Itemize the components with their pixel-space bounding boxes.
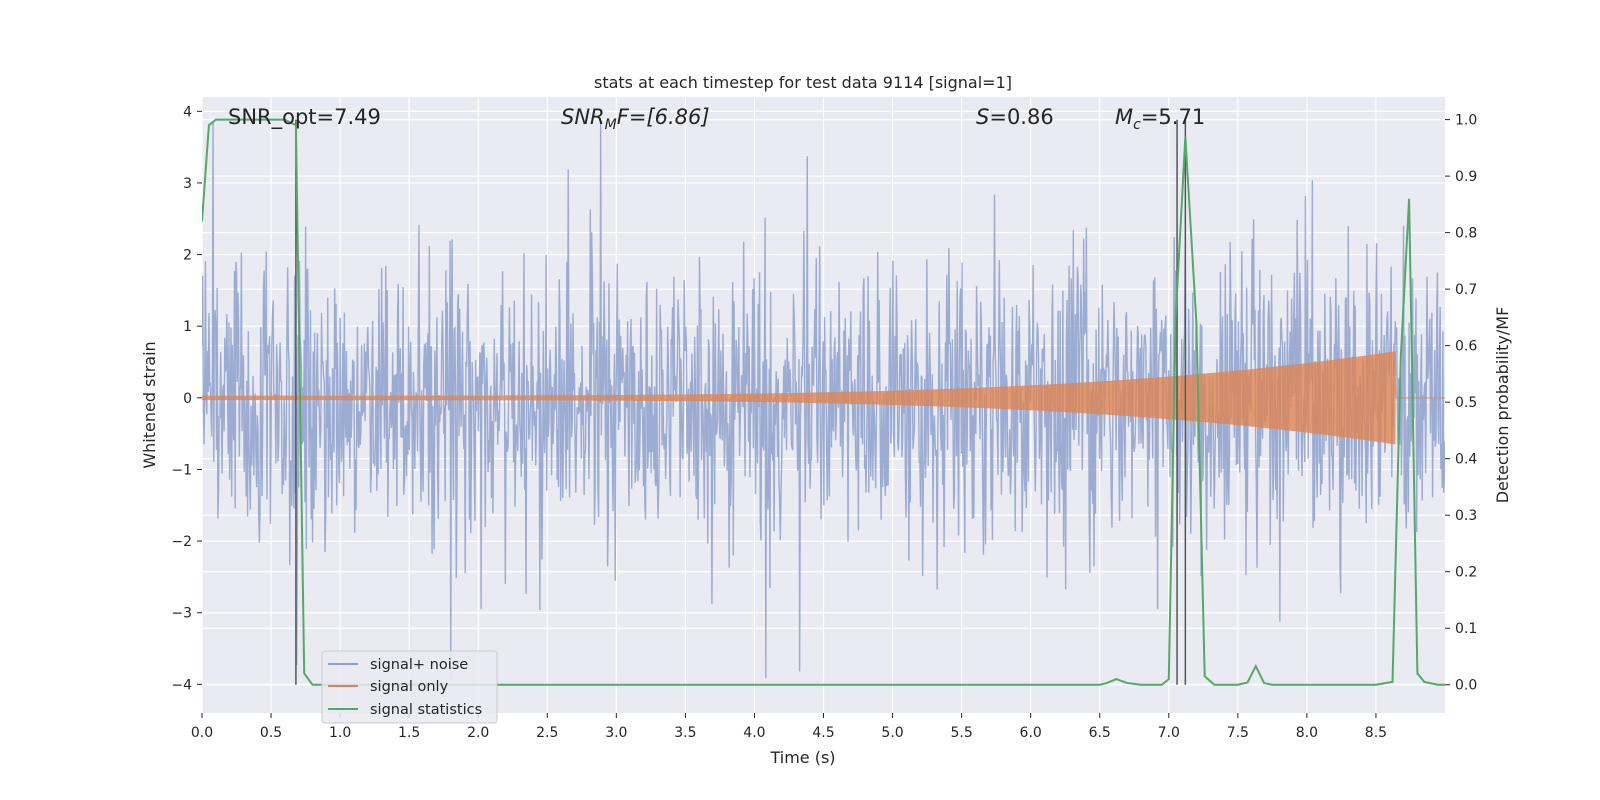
y-tick-label: 2 <box>183 248 192 264</box>
x-tick-label: 2.5 <box>536 725 558 741</box>
y-tick-label: 0 <box>183 391 192 407</box>
legend-box <box>321 650 498 724</box>
x-tick-label: 1.0 <box>329 725 351 741</box>
y2-tick-label: 0.2 <box>1455 565 1477 581</box>
y-tick-label: −1 <box>171 462 192 478</box>
annotation-mc-suffix: =5.71 <box>1141 105 1205 129</box>
noise-series-layer <box>202 122 1445 681</box>
y2-tick-label: 0.0 <box>1455 678 1477 694</box>
y-tick-label: 1 <box>183 319 192 335</box>
legend-label-noise: signal+ noise <box>370 657 468 673</box>
y2-tick-label: 0.7 <box>1455 282 1477 298</box>
x-axis-label: Time (s) <box>769 748 835 767</box>
annotation-s-main: S <box>976 105 989 129</box>
y2-tick-label: 0.1 <box>1455 621 1477 637</box>
x-tick-label: 5.0 <box>881 725 903 741</box>
x-tick-label: 1.5 <box>398 725 420 741</box>
y2-tick-label: 0.8 <box>1455 226 1477 242</box>
annotation-s: S=0.86 <box>976 105 1054 129</box>
x-tick-label: 4.5 <box>812 725 834 741</box>
chirp-series-layer <box>202 351 1445 445</box>
y-tick-label: −2 <box>171 534 192 550</box>
annotation-snr-mf: SNRMF=[6.86] <box>561 105 710 133</box>
bottom-axis-ticks: 0.0 0.5 1.0 1.5 2.0 2.5 3.0 3.5 4.0 4.5 5.0 5.5 6.0 6… <box>191 713 1387 741</box>
annotation-snr-mf-suffix: F=[6.86] <box>617 105 710 129</box>
annotation-snr-opt-prefix: SNR_opt= <box>228 105 334 130</box>
right-axis-ticks: 0.0 0.1 0.2 0.3 0.4 0.5 0.6 0.7 0.8 0.9 1.0 <box>1445 113 1477 694</box>
y-tick-label: 4 <box>183 104 192 120</box>
left-axis-ticks: −4 −3 −2 −1 0 1 2 3 4 <box>171 104 202 693</box>
series-noise-line <box>202 122 1445 681</box>
x-tick-label: 0.0 <box>191 725 213 741</box>
annotation-snr-mf-main: SNR <box>561 105 605 129</box>
series-stats-line <box>202 118 1445 686</box>
annotation-snr-opt: SNR_opt=7.49 <box>228 105 381 130</box>
vline-layer <box>295 119 1187 685</box>
x-tick-label: 7.0 <box>1158 725 1180 741</box>
stats-series-layer <box>202 118 1445 686</box>
y-axis-label: Whitened strain <box>140 341 159 468</box>
annotation-s-suffix: =0.86 <box>989 105 1053 129</box>
y-tick-label: 3 <box>183 176 192 192</box>
annotation-mc-main: M <box>1115 105 1133 129</box>
x-tick-label: 6.0 <box>1020 725 1042 741</box>
y-tick-label: −4 <box>171 677 192 693</box>
y2-tick-label: 0.5 <box>1455 395 1477 411</box>
y2-tick-label: 0.4 <box>1455 452 1477 468</box>
annotation-mc: Mc=5.71 <box>1115 105 1205 133</box>
annotation-mc-sub: c <box>1133 117 1141 133</box>
y-tick-label: −3 <box>171 606 192 622</box>
x-tick-label: 6.5 <box>1089 725 1111 741</box>
annotation-snr-opt-value: 7.49 <box>334 105 381 129</box>
x-tick-label: 3.5 <box>674 725 696 741</box>
legend-label-signal: signal only <box>370 679 449 695</box>
series-signal-line <box>202 351 1445 445</box>
x-tick-label: 5.5 <box>950 725 972 741</box>
chart-title: stats at each timestep for test data 911… <box>594 73 1012 92</box>
y2-tick-label: 0.3 <box>1455 508 1477 524</box>
y2-axis-label: Detection probability/MF <box>1493 307 1512 504</box>
y2-tick-label: 0.9 <box>1455 169 1477 185</box>
x-tick-label: 7.5 <box>1227 725 1249 741</box>
legend-label-stats: signal statistics <box>370 702 482 718</box>
y2-tick-label: 1.0 <box>1455 113 1477 129</box>
x-tick-label: 2.0 <box>467 725 489 741</box>
x-tick-label: 8.0 <box>1296 725 1318 741</box>
x-tick-label: 8.5 <box>1365 725 1387 741</box>
legend: signal+ noise signal only signal statist… <box>321 650 498 724</box>
x-tick-label: 4.0 <box>743 725 765 741</box>
y2-tick-label: 0.6 <box>1455 339 1477 355</box>
annotation-snr-mf-sub: M <box>605 117 617 133</box>
x-tick-label: 0.5 <box>260 725 282 741</box>
x-tick-label: 3.0 <box>605 725 627 741</box>
